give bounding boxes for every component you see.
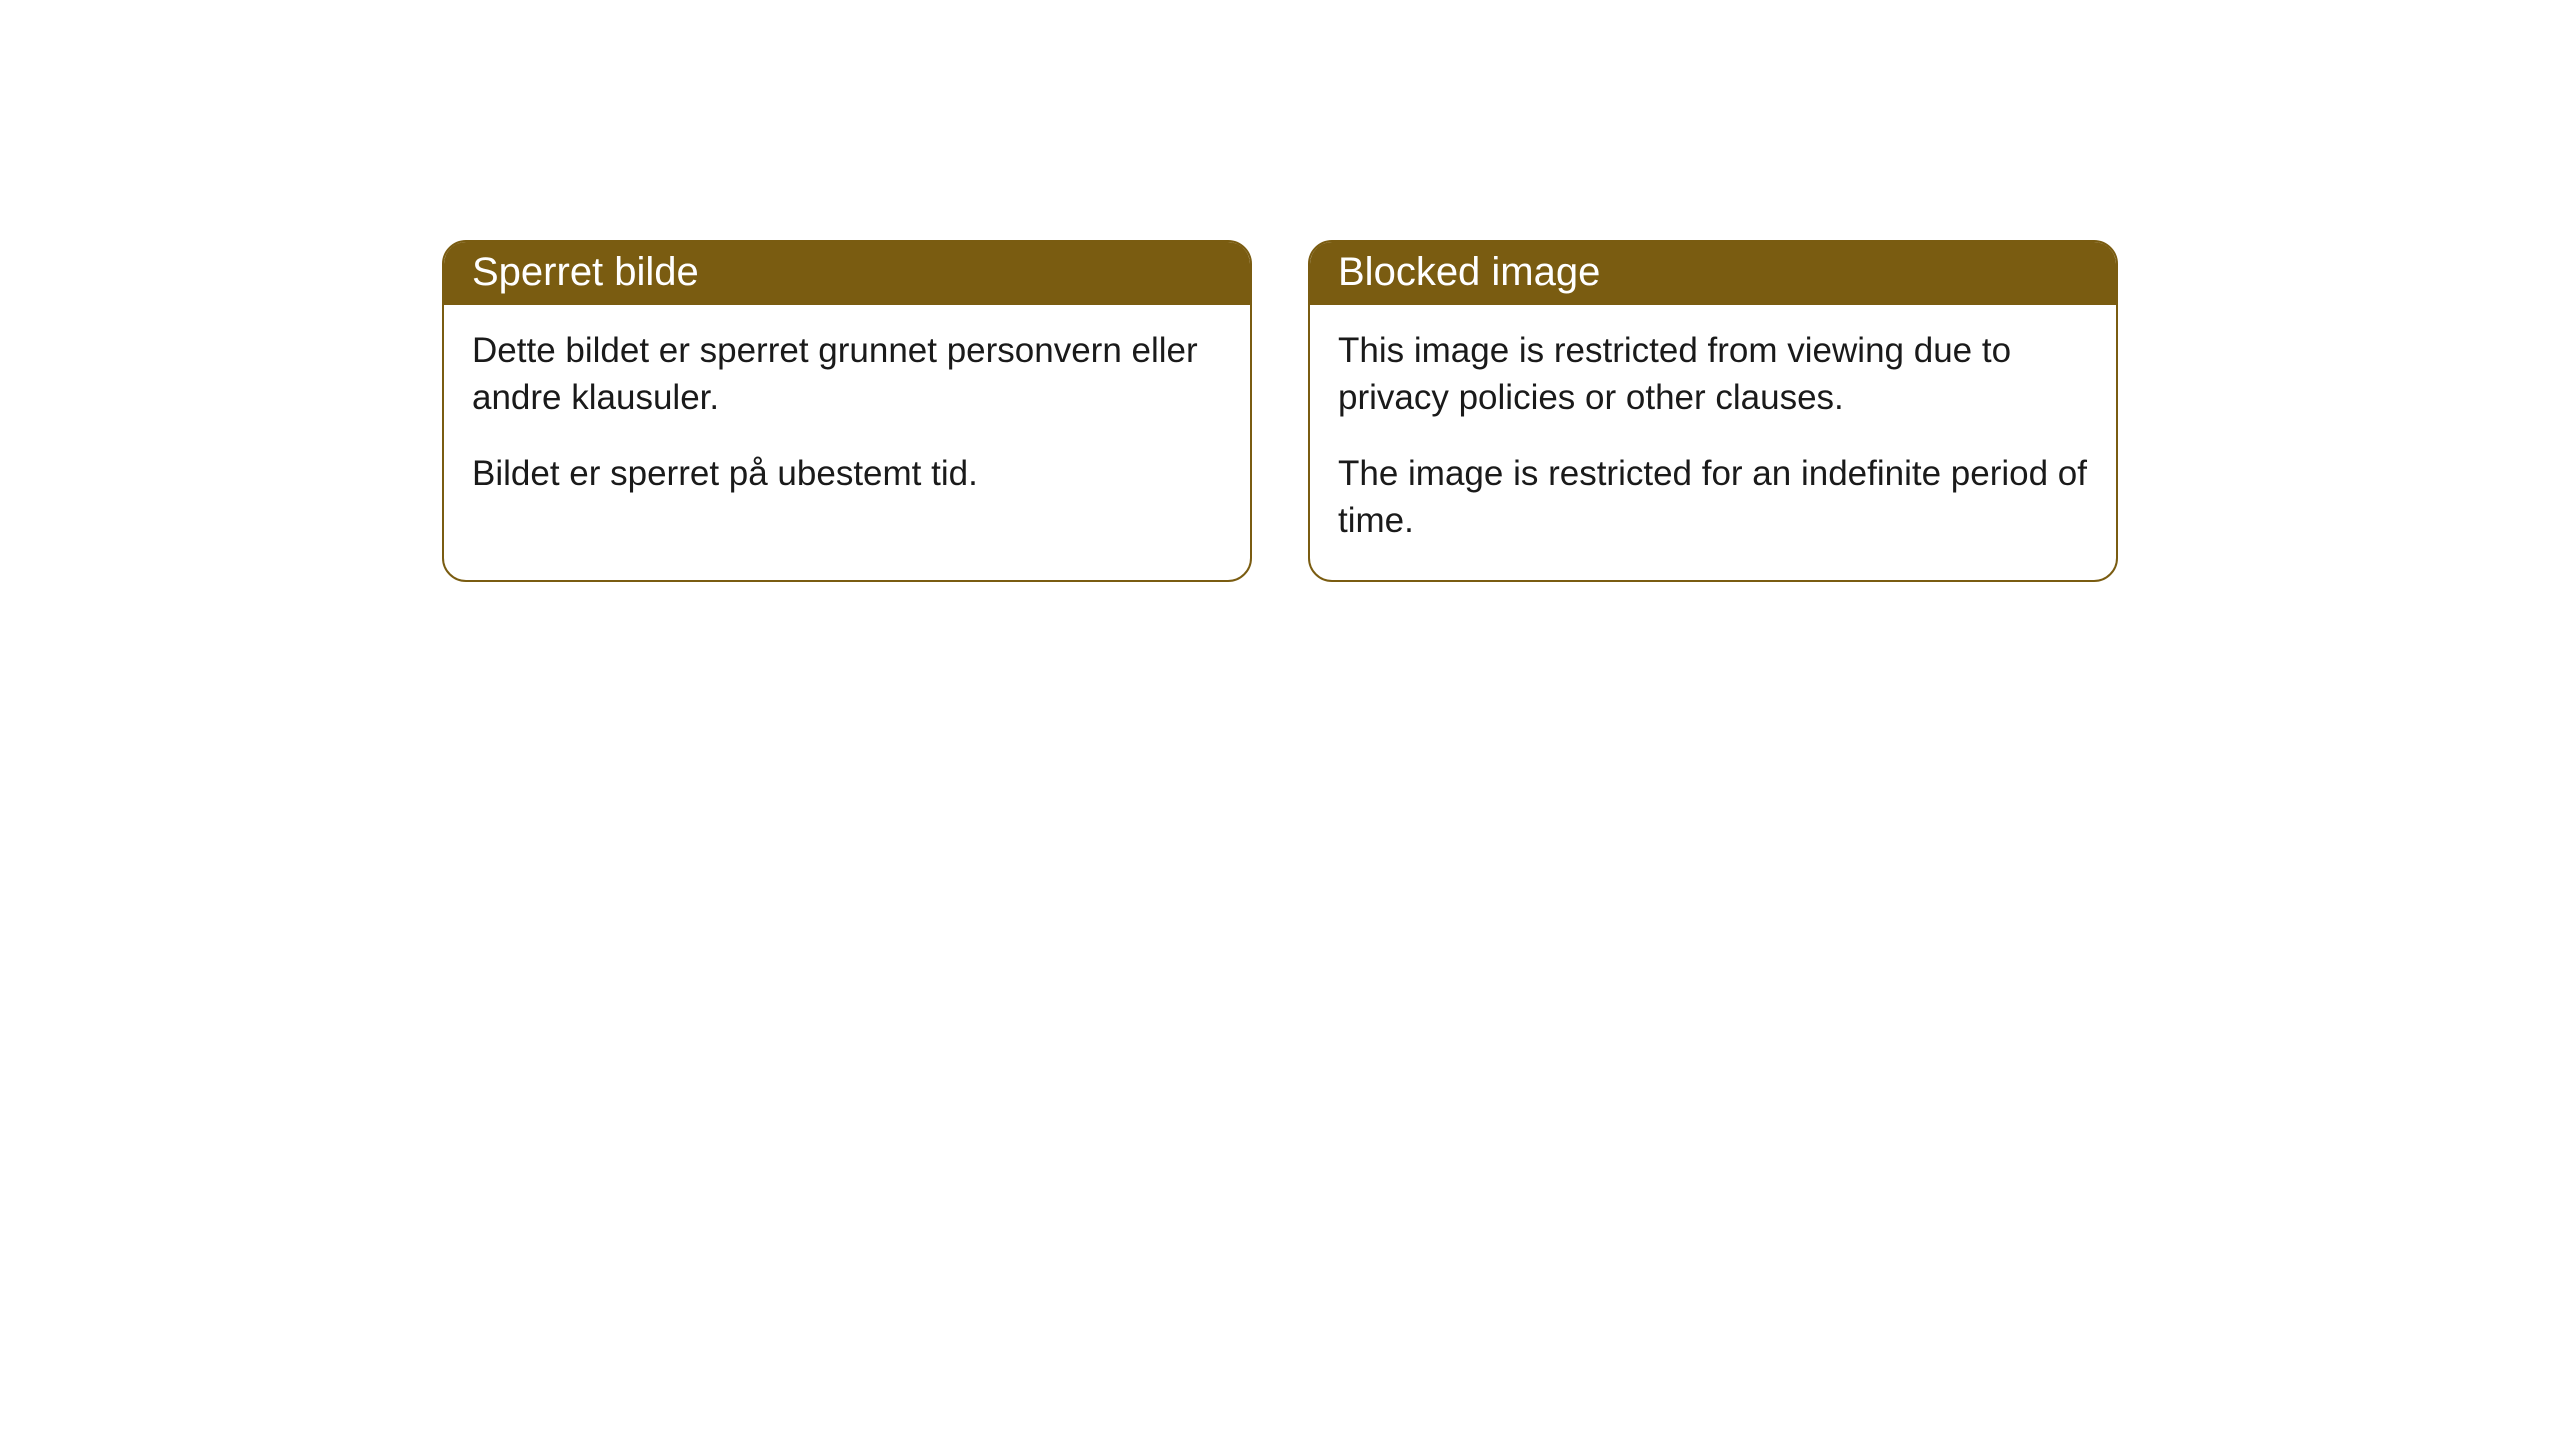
notice-card-english: Blocked image This image is restricted f… — [1308, 240, 2118, 582]
card-body: Dette bildet er sperret grunnet personve… — [444, 305, 1250, 533]
notice-card-norwegian: Sperret bilde Dette bildet er sperret gr… — [442, 240, 1252, 582]
notice-paragraph: The image is restricted for an indefinit… — [1338, 450, 2088, 545]
notice-paragraph: Bildet er sperret på ubestemt tid. — [472, 450, 1222, 497]
notice-paragraph: This image is restricted from viewing du… — [1338, 327, 2088, 422]
card-body: This image is restricted from viewing du… — [1310, 305, 2116, 580]
notice-paragraph: Dette bildet er sperret grunnet personve… — [472, 327, 1222, 422]
card-header: Sperret bilde — [444, 242, 1250, 305]
notice-cards-container: Sperret bilde Dette bildet er sperret gr… — [0, 240, 2560, 582]
card-header: Blocked image — [1310, 242, 2116, 305]
